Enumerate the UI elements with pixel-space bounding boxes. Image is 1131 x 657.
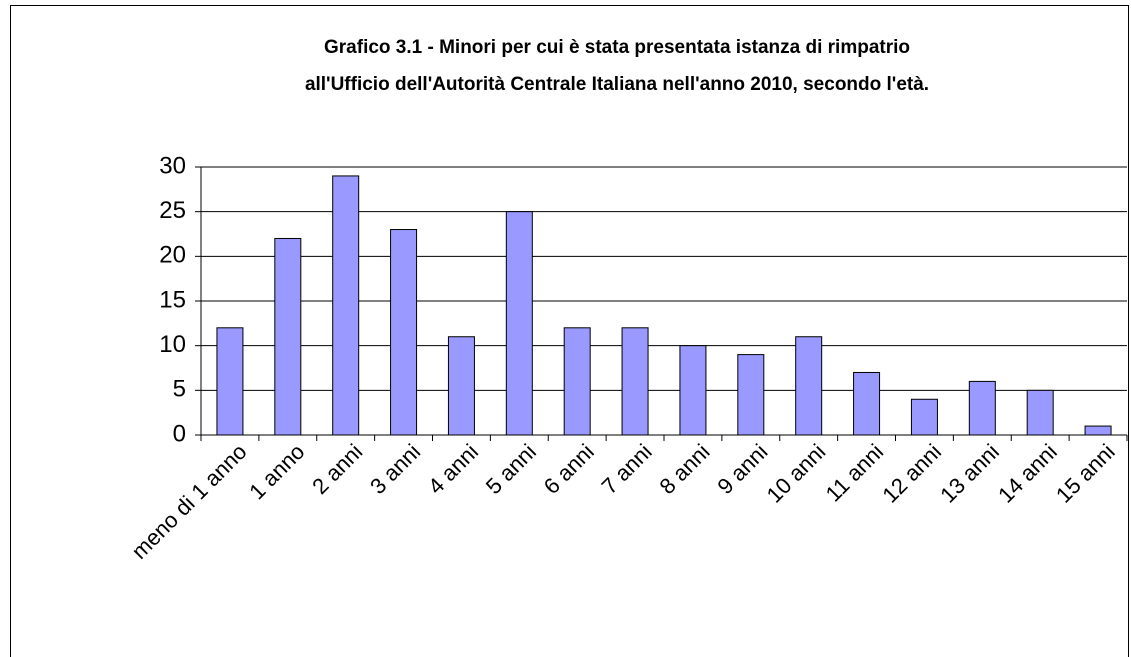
bar bbox=[1026, 389, 1054, 436]
y-tick-label: 15 bbox=[159, 286, 186, 313]
bar bbox=[737, 354, 765, 436]
bar bbox=[505, 211, 533, 436]
bar bbox=[332, 175, 360, 436]
bar bbox=[621, 327, 649, 436]
y-tick-label: 5 bbox=[173, 376, 186, 403]
chart-title: Grafico 3.1 - Minori per cui è stata pre… bbox=[324, 37, 910, 58]
bar bbox=[274, 237, 302, 436]
bar bbox=[390, 229, 418, 436]
bar bbox=[563, 327, 591, 436]
bar bbox=[910, 398, 938, 436]
y-tick-label: 10 bbox=[159, 331, 186, 358]
bar bbox=[216, 327, 244, 436]
bar bbox=[679, 345, 707, 436]
bar bbox=[968, 380, 996, 436]
bar bbox=[853, 371, 881, 436]
y-tick-label: 20 bbox=[159, 242, 186, 269]
bar bbox=[1084, 425, 1112, 436]
y-tick-label: 25 bbox=[159, 197, 186, 224]
y-tick-label: 0 bbox=[173, 420, 186, 447]
chart-title: all'Ufficio dell'Autorità Centrale Itali… bbox=[305, 74, 929, 95]
bar bbox=[795, 336, 823, 436]
bar bbox=[447, 336, 475, 436]
y-tick-label: 30 bbox=[159, 152, 186, 179]
